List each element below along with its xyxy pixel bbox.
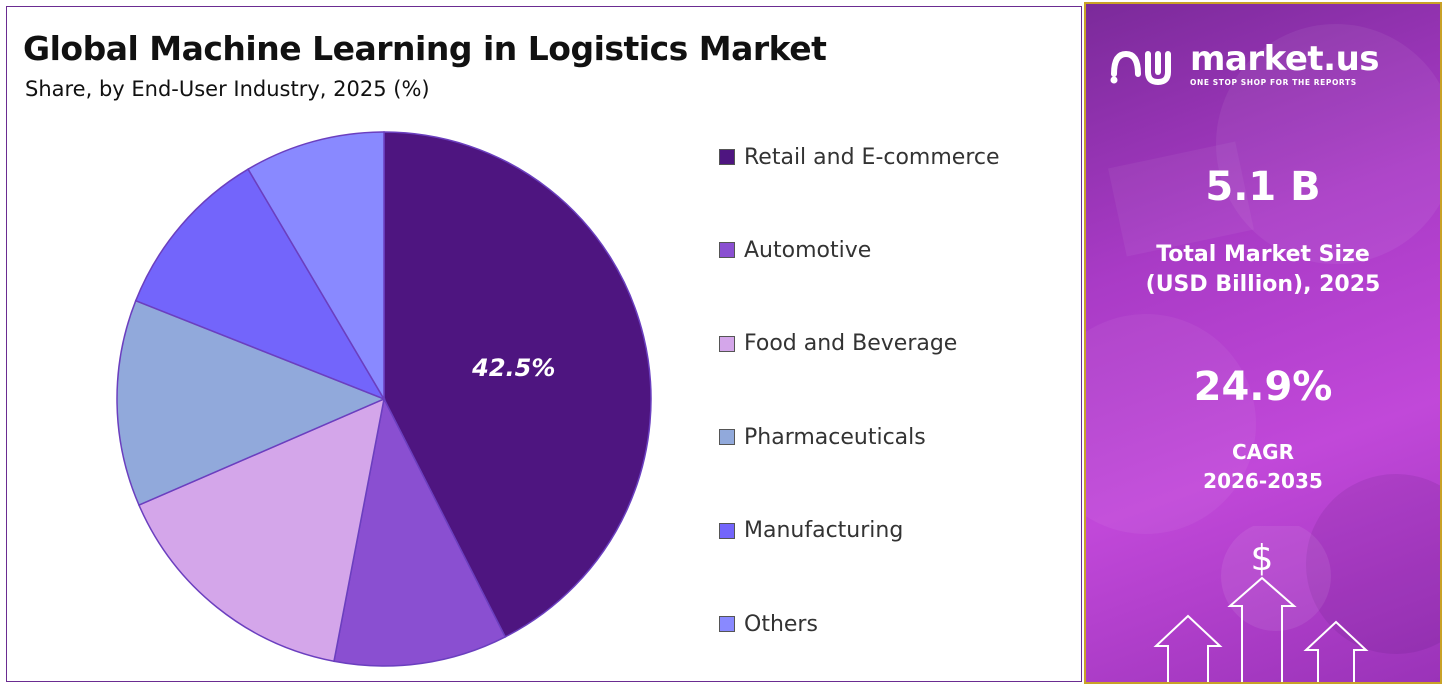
brand-name: market.us [1190, 39, 1380, 79]
brand-logo: market.us ONE STOP SHOP FOR THE REPORTS [1108, 39, 1380, 87]
pie-slice-food-and-beverage [137, 397, 386, 663]
brand-tagline: ONE STOP SHOP FOR THE REPORTS [1190, 78, 1357, 87]
pie-chart: 42.5% [116, 131, 652, 667]
legend-label: Automotive [744, 237, 872, 263]
market-size-label-line-1: Total Market Size [1156, 242, 1370, 267]
cagr-label-line-2: 2026-2035 [1203, 469, 1323, 493]
cagr-label-line-1: CAGR [1232, 440, 1294, 464]
chart-panel: Global Machine Learning in Logistics Mar… [6, 6, 1082, 682]
legend-label: Others [744, 611, 818, 637]
pie-slice-automotive [333, 396, 507, 667]
market-size-value: 5.1 B [1205, 164, 1321, 210]
background-decoration [1086, 24, 1440, 654]
market-us-logo-icon [1110, 50, 1171, 85]
legend-label: Pharmaceuticals [744, 424, 926, 450]
legend-swatch [719, 522, 735, 539]
legend-label: Retail and E-commerce [744, 144, 1000, 170]
pie-slice-pharmaceuticals [116, 299, 386, 507]
legend-item: Pharmaceuticals [719, 422, 926, 452]
pie-slice-manufacturing [134, 168, 386, 401]
legend-label: Food and Beverage [744, 331, 958, 357]
legend-swatch [719, 335, 735, 352]
chart-subtitle: Share, by End-User Industry, 2025 (%) [25, 77, 430, 101]
legend-swatch [719, 429, 735, 446]
pie-slice-others [247, 131, 385, 402]
side-panel: market.us ONE STOP SHOP FOR THE REPORTS … [1084, 2, 1442, 684]
market-size-label-line-2: (USD Billion), 2025 [1145, 272, 1381, 297]
chart-title: Global Machine Learning in Logistics Mar… [23, 29, 827, 68]
legend-label: Manufacturing [744, 518, 904, 544]
growth-arrows-icon: $ [1153, 526, 1369, 682]
legend-item: Manufacturing [719, 516, 903, 546]
cagr-label: CAGR 2026-2035 [1086, 438, 1440, 496]
legend-item: Food and Beverage [719, 329, 957, 359]
legend-swatch [719, 149, 735, 165]
legend-item: Others [719, 609, 818, 639]
legend-swatch [719, 242, 735, 259]
market-size-label: Total Market Size (USD Billion), 2025 [1086, 240, 1440, 300]
data-label: 42.5% [471, 354, 555, 382]
pie-slice-retail-and-e-commerce [383, 131, 652, 638]
cagr-value: 24.9% [1193, 364, 1333, 410]
legend-swatch [719, 616, 735, 632]
legend-item: Automotive [719, 235, 871, 265]
legend-item: Retail and E-commerce [719, 142, 1000, 172]
dollar-sign-icon: $ [1251, 538, 1274, 579]
